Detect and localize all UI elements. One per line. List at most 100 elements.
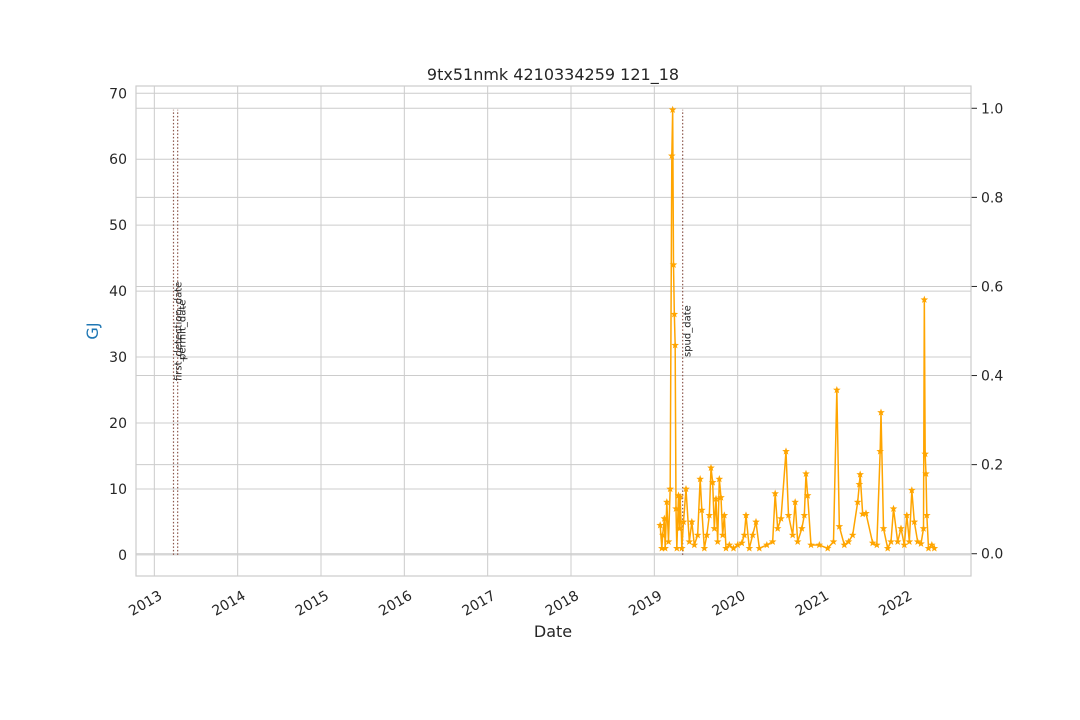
data-point <box>733 541 742 549</box>
data-point <box>897 524 905 532</box>
data-point <box>752 517 760 526</box>
y-tick-label: 30 <box>109 350 127 366</box>
data-point <box>656 521 664 529</box>
data-point <box>725 541 734 549</box>
data-point <box>840 541 849 549</box>
data-point <box>685 537 694 545</box>
vertical-marker-label: spud_date <box>683 305 694 357</box>
data-point <box>844 537 853 545</box>
data-point <box>802 469 810 478</box>
data-point <box>703 531 711 539</box>
data-point <box>773 524 782 532</box>
data-point <box>855 480 864 488</box>
data-point <box>833 386 841 394</box>
data-point <box>663 498 671 506</box>
data-point <box>763 541 771 549</box>
data-point <box>803 491 812 499</box>
y2-tick-label: 0.6 <box>981 279 1003 295</box>
data-point <box>788 531 797 539</box>
data-point <box>669 260 678 268</box>
plot-frame <box>135 85 972 577</box>
data-point <box>668 151 676 160</box>
data-point <box>671 341 679 349</box>
x-tick-label: 2021 <box>793 588 832 620</box>
data-point <box>905 537 914 545</box>
data-point <box>708 478 717 486</box>
data-point <box>678 544 686 552</box>
data-point <box>664 537 673 545</box>
data-point <box>791 498 799 506</box>
data-point <box>807 541 815 549</box>
data-point <box>877 408 885 416</box>
data-point <box>720 511 729 519</box>
data-point <box>923 511 931 519</box>
data-point <box>713 537 722 545</box>
x-tick-label: 2013 <box>126 588 165 620</box>
chart-title: 9tx51nmk 4210334259 121_18 <box>427 65 679 85</box>
data-point <box>903 511 911 519</box>
data-point <box>883 544 892 552</box>
y2-tick-label: 0.8 <box>981 190 1003 206</box>
data-point <box>698 506 706 514</box>
data-point <box>738 539 746 547</box>
data-point <box>922 469 930 478</box>
data-point <box>705 511 714 519</box>
data-point <box>729 544 738 552</box>
data-point <box>793 537 802 545</box>
data-line <box>659 109 935 551</box>
y-tick-label: 70 <box>109 86 127 102</box>
data-point <box>879 524 888 532</box>
data-point <box>876 447 884 455</box>
x-tick-label: 2015 <box>293 588 332 620</box>
data-point <box>670 310 679 318</box>
data-point <box>835 522 844 530</box>
data-point <box>858 510 867 518</box>
data-point <box>848 531 857 539</box>
data-point <box>768 537 777 545</box>
data-point <box>722 544 730 552</box>
data-point <box>675 524 684 532</box>
data-point <box>928 541 936 549</box>
data-point <box>740 531 749 539</box>
data-point <box>715 475 724 483</box>
data-point <box>930 544 939 552</box>
data-point <box>710 524 719 532</box>
data-point <box>707 463 715 472</box>
data-point <box>672 504 680 512</box>
data-point <box>889 504 898 512</box>
y-axis-label: GJ <box>83 322 102 339</box>
data-point <box>782 447 790 455</box>
data-point <box>920 295 929 303</box>
x-tick-label: 2016 <box>376 588 415 620</box>
y2-tick-label: 0.0 <box>981 547 1003 563</box>
data-point <box>690 541 699 549</box>
data-point <box>873 541 881 549</box>
x-tick-label: 2018 <box>543 588 582 620</box>
y-tick-label: 20 <box>109 416 127 432</box>
y-tick-label: 40 <box>109 284 127 300</box>
data-point <box>815 541 824 549</box>
data-point <box>673 544 681 552</box>
x-tick-label: 2014 <box>210 588 249 620</box>
data-point <box>784 511 793 519</box>
data-point <box>718 531 727 539</box>
x-tick-label: 2022 <box>876 588 915 620</box>
data-point <box>924 544 933 552</box>
data-point <box>676 492 684 501</box>
data-point <box>887 537 895 545</box>
data-point <box>771 489 779 497</box>
x-tick-label: 2020 <box>710 588 749 620</box>
data-point <box>917 539 925 547</box>
vertical-marker-label: permit_date <box>178 300 189 360</box>
data-point <box>755 544 764 552</box>
data-point <box>800 511 809 519</box>
data-point <box>868 539 877 547</box>
data-point <box>777 514 785 522</box>
y2-tick-label: 1.0 <box>981 101 1003 117</box>
x-tick-label: 2019 <box>626 588 665 620</box>
data-point <box>853 498 862 506</box>
data-point <box>661 544 669 552</box>
y-tick-label: 60 <box>109 152 127 168</box>
